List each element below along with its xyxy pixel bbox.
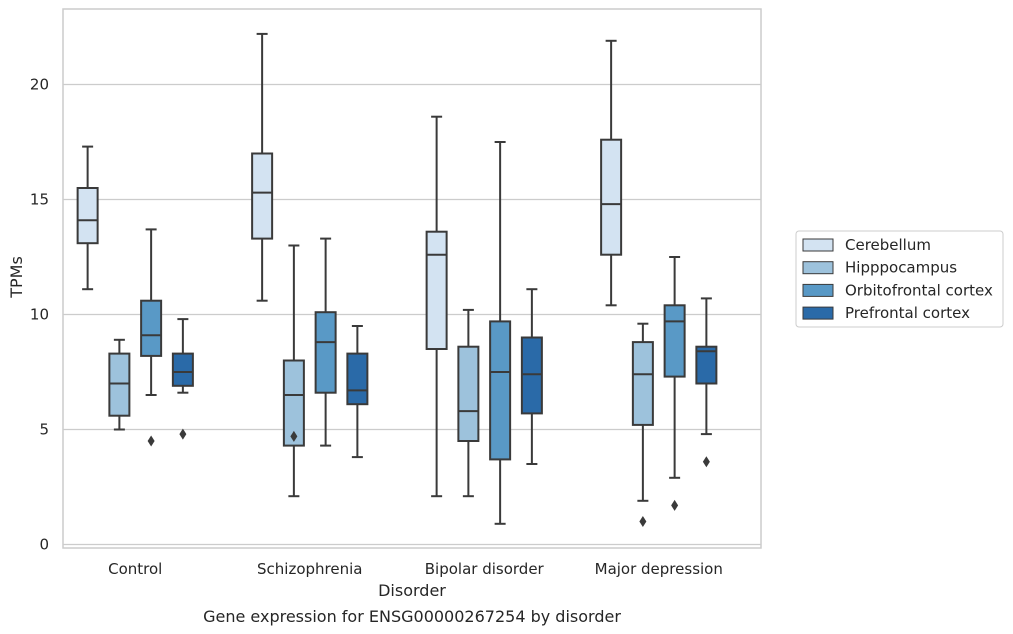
box-body — [663, 304, 686, 378]
box-body — [251, 152, 274, 240]
box-2-3 — [663, 256, 686, 511]
y-tick-label: 0 — [39, 536, 49, 554]
legend-label: Hipppocampus — [845, 259, 957, 277]
box-0-2 — [425, 115, 448, 498]
box-body — [108, 352, 131, 417]
y-tick-label: 5 — [39, 421, 49, 439]
box-2-2 — [489, 141, 512, 525]
box-1-1 — [282, 244, 305, 498]
x-tick-label: Bipolar disorder — [425, 560, 545, 578]
legend-frame — [795, 230, 1004, 328]
box-body — [425, 230, 448, 350]
box-body — [631, 341, 654, 426]
plot-area — [62, 8, 762, 549]
box-body — [520, 336, 543, 415]
legend-label: Orbitofrontal cortex — [845, 281, 993, 299]
legend-swatch — [802, 261, 834, 275]
gridlines — [63, 83, 761, 546]
legend-label: Cerebellum — [845, 236, 931, 254]
box-body — [600, 138, 623, 256]
box-body — [346, 352, 369, 406]
box-body — [171, 352, 194, 387]
y-axis-ticks: 0 5 10 15 20 — [30, 76, 49, 554]
y-tick-label: 15 — [30, 191, 49, 209]
box-body — [489, 320, 512, 461]
legend: Cerebellum Hipppocampus Orbitofrontal cort… — [795, 230, 1004, 328]
box-1-0 — [108, 338, 131, 431]
outlier-point — [639, 516, 647, 527]
box-body — [695, 345, 718, 385]
legend-swatch — [802, 306, 834, 320]
box-body — [76, 187, 99, 245]
box-0-3 — [600, 39, 623, 307]
legend-swatch — [802, 238, 834, 252]
box-body — [314, 311, 337, 394]
legend-swatch — [802, 283, 834, 297]
x-axis-label: Disorder — [378, 581, 446, 600]
box-1-2 — [457, 308, 480, 498]
box-3-1 — [346, 325, 369, 459]
box-body — [282, 359, 305, 447]
outlier-point — [290, 430, 298, 442]
chart-caption: Gene expression for ENSG00000267254 by d… — [203, 607, 621, 626]
box-3-2 — [520, 288, 543, 465]
box-2-1 — [314, 237, 337, 447]
box-0-1 — [251, 32, 274, 302]
legend-label: Prefrontal cortex — [845, 304, 970, 322]
outlier-point — [147, 435, 155, 447]
outlier-point — [179, 428, 187, 440]
outlier-point — [702, 456, 710, 468]
x-tick-label: Major depression — [595, 560, 723, 578]
box-3-0 — [171, 318, 194, 440]
outlier-point — [671, 499, 679, 511]
x-tick-label: Schizophrenia — [257, 560, 362, 578]
box-2-0 — [140, 228, 163, 447]
box-body — [457, 345, 480, 443]
boxes-layer — [76, 32, 718, 527]
box-3-3 — [695, 297, 718, 468]
y-tick-label: 10 — [30, 306, 49, 324]
y-tick-label: 20 — [30, 76, 49, 94]
box-body — [140, 299, 163, 357]
box-1-3 — [631, 322, 654, 527]
x-tick-label: Control — [108, 560, 162, 578]
x-axis-ticks: Control Schizophrenia Bipolar disorder Majo… — [108, 560, 723, 578]
box-0-0 — [76, 145, 99, 291]
y-axis-label: TPMs — [7, 256, 26, 299]
